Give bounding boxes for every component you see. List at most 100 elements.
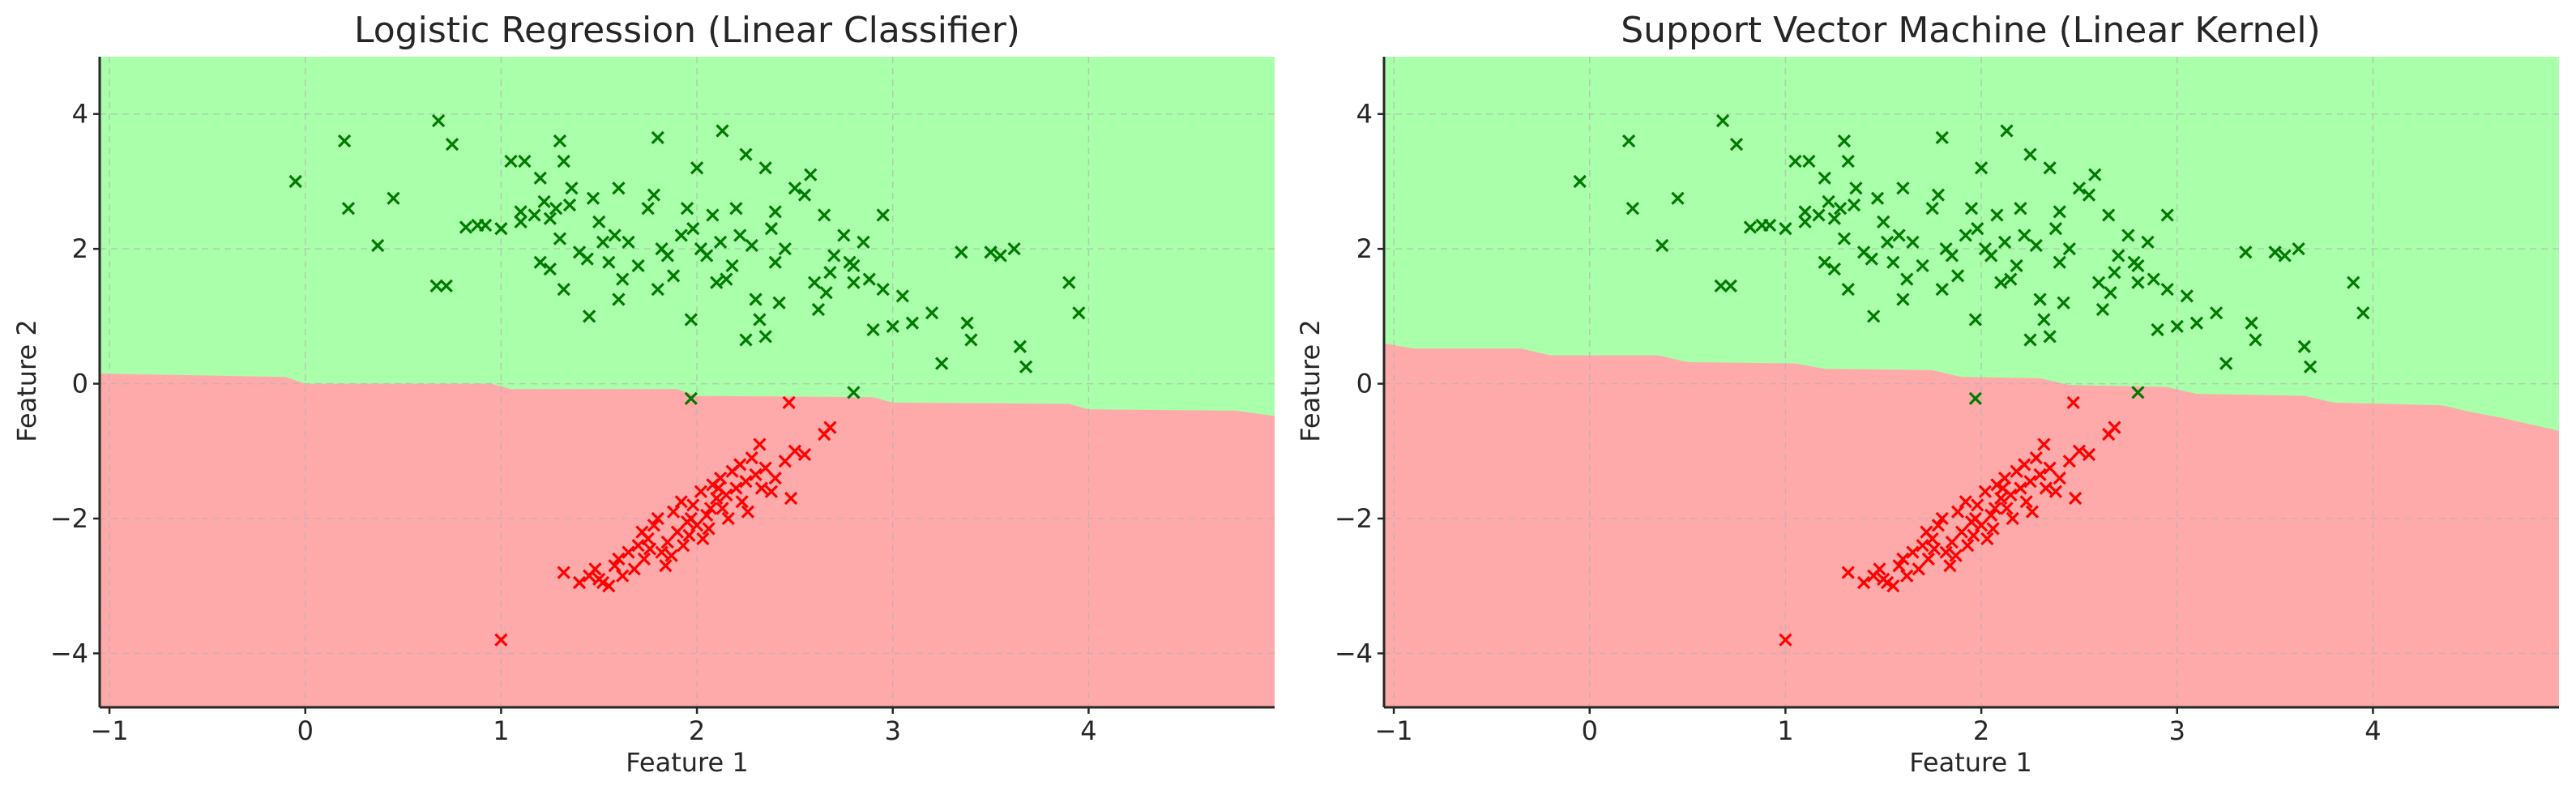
point-class-0 [2108, 420, 2121, 434]
point-class-1 [2151, 322, 2164, 337]
point-class-1 [2057, 296, 2070, 309]
point-class-1 [537, 194, 551, 209]
point-class-1 [2053, 255, 2066, 269]
point-class-1 [1950, 269, 1965, 283]
point-class-1 [788, 181, 802, 195]
point-class-0 [686, 498, 700, 512]
point-class-1 [1916, 258, 1929, 273]
point-class-1 [1997, 235, 2012, 249]
point-class-1 [768, 205, 782, 219]
point-class-1 [2088, 168, 2102, 181]
point-class-1 [680, 202, 694, 216]
x-tick-label: −1 [90, 715, 128, 746]
x-axis-label: Feature 1 [626, 747, 748, 778]
point-class-1 [2102, 208, 2116, 222]
point-class-1 [1841, 282, 1855, 297]
point-class-1 [528, 208, 541, 222]
point-class-1 [596, 235, 610, 249]
point-class-1 [1886, 255, 1900, 269]
point-class-1 [1671, 191, 1685, 205]
point-class-0 [2053, 471, 2066, 485]
point-class-1 [543, 262, 557, 276]
point-class-1 [1833, 202, 1848, 216]
point-class-1 [533, 255, 547, 269]
point-class-1 [371, 238, 385, 253]
point-class-1 [1968, 313, 1982, 327]
point-class-1 [1714, 279, 1728, 293]
chart-title: Logistic Regression (Linear Classifier) [354, 10, 1020, 51]
point-class-1 [1798, 215, 1812, 229]
point-class-1 [674, 228, 688, 242]
point-class-1 [445, 138, 459, 152]
x-tick-label: 1 [1777, 715, 1793, 746]
point-class-1 [1788, 154, 1802, 169]
point-class-0 [1896, 552, 1910, 566]
point-class-0 [741, 505, 755, 519]
point-class-0 [758, 461, 772, 475]
point-class-1 [514, 205, 528, 219]
point-class-1 [847, 275, 861, 289]
point-class-1 [819, 286, 833, 300]
point-class-0 [2025, 505, 2040, 519]
point-class-1 [739, 333, 753, 347]
point-class-1 [984, 245, 998, 259]
point-class-1 [341, 202, 356, 216]
point-class-1 [690, 161, 704, 175]
point-class-1 [2189, 316, 2204, 330]
point-class-0 [557, 566, 570, 579]
point-class-1 [764, 222, 779, 236]
point-class-1 [2037, 313, 2051, 327]
point-class-1 [827, 249, 841, 263]
point-class-1 [716, 124, 729, 138]
point-class-1 [557, 282, 570, 297]
point-class-1 [2108, 266, 2121, 280]
point-class-1 [955, 245, 968, 259]
point-class-1 [439, 279, 453, 293]
point-class-0 [627, 562, 641, 576]
point-class-0 [2039, 481, 2053, 495]
point-class-0 [655, 545, 669, 559]
point-class-1 [876, 208, 890, 222]
point-class-0 [2006, 511, 2019, 526]
point-class-1 [1625, 202, 1640, 216]
point-class-0 [647, 519, 661, 532]
plot-area: −1 0 1 2 3 4 −4 −2 0 2 4 [50, 57, 1275, 746]
region-class-0 [1384, 343, 2559, 707]
point-class-1 [1971, 222, 1984, 236]
point-class-1 [847, 258, 861, 273]
point-class-1 [562, 198, 577, 212]
point-class-1 [2131, 275, 2145, 289]
point-class-1 [886, 319, 899, 333]
y-tick-label: 0 [1356, 369, 1373, 399]
point-class-0 [682, 528, 696, 542]
point-class-0 [716, 502, 729, 515]
point-class-1 [1925, 202, 1939, 216]
point-class-0 [1996, 481, 2010, 495]
x-tick-label: 3 [2169, 715, 2185, 746]
point-class-0 [2068, 491, 2083, 506]
point-class-0 [660, 535, 674, 549]
point-class-1 [2029, 238, 2043, 253]
svm-panel: Support Vector Machine (Linear Kernel) F… [1295, 10, 2559, 778]
point-class-1 [2219, 356, 2233, 370]
point-class-1 [666, 269, 681, 283]
point-class-1 [2209, 306, 2224, 320]
point-class-1 [2062, 242, 2076, 256]
point-class-0 [735, 495, 749, 509]
point-class-1 [700, 249, 714, 263]
point-class-0 [1873, 562, 1886, 576]
point-class-1 [337, 134, 352, 148]
point-class-1 [1945, 249, 1959, 263]
point-class-1 [1798, 205, 1812, 219]
point-class-0 [1959, 495, 1972, 509]
point-class-0 [1984, 508, 1998, 522]
y-tick-label: 2 [1356, 233, 1373, 264]
point-class-0 [612, 552, 626, 566]
point-class-1 [1779, 222, 1792, 236]
point-class-0 [1971, 498, 1984, 512]
point-class-1 [494, 222, 508, 236]
point-class-1 [1822, 194, 1835, 209]
point-class-1 [725, 258, 739, 273]
point-class-1 [2010, 258, 2023, 273]
point-class-1 [1880, 235, 1895, 249]
